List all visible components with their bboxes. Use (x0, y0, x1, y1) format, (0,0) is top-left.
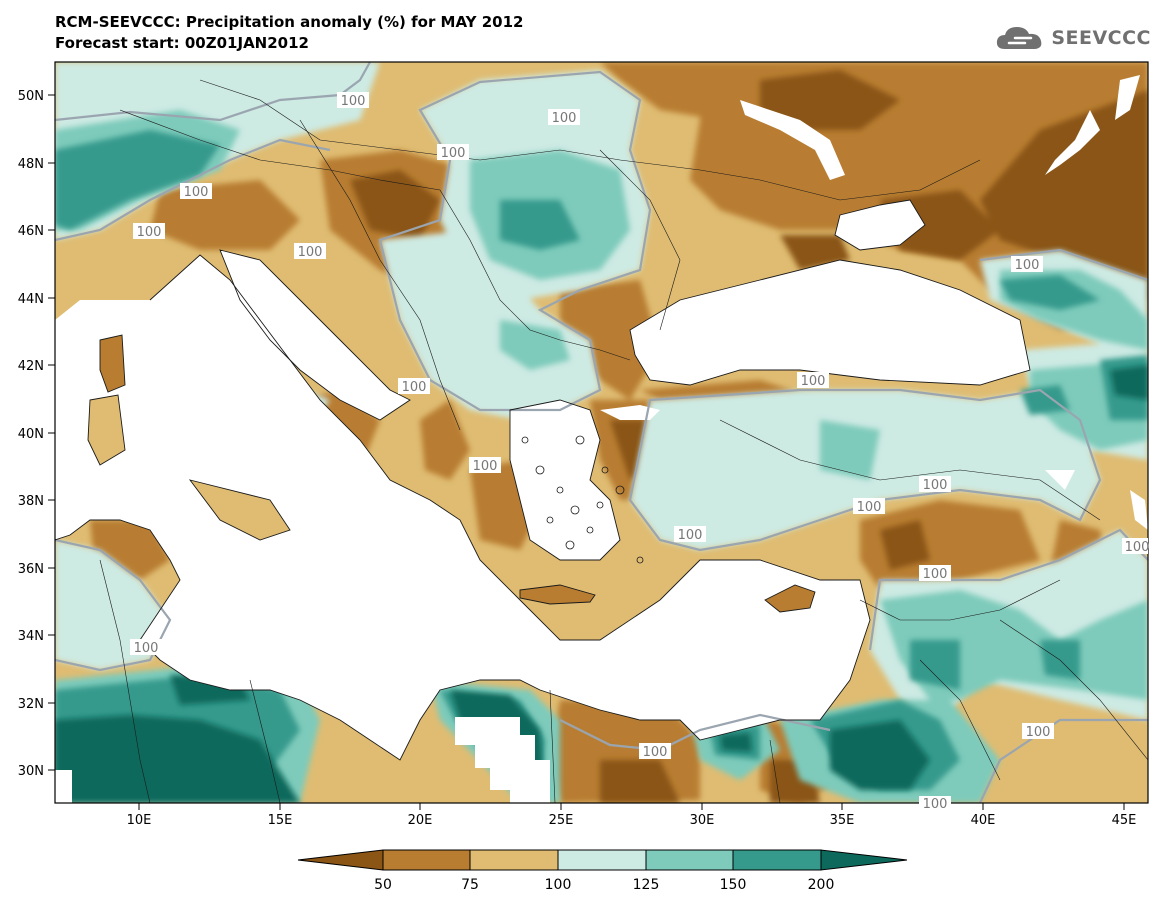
svg-text:100: 100 (801, 374, 826, 389)
contour-label: 100 (1022, 723, 1054, 740)
colorbar-segment (645, 849, 734, 871)
contour-label: 100 (337, 92, 369, 109)
contour-label: 100 (180, 183, 212, 200)
contour-label: 100 (548, 109, 580, 126)
longitude-axis: 10E 15E 20E 25E 30E 35E 40E 45E (127, 803, 1137, 828)
contour-label: 100 (469, 457, 501, 474)
contour-lines-100 (55, 62, 1148, 803)
svg-text:100: 100 (341, 94, 366, 109)
lat-label: 42N (18, 359, 44, 374)
lat-label: 44N (18, 292, 44, 307)
svg-text:100: 100 (857, 500, 882, 515)
colorbar-label: 125 (633, 877, 660, 893)
lon-label: 15E (268, 813, 293, 828)
lat-label: 34N (18, 629, 44, 644)
map-panel (55, 62, 1148, 803)
svg-text:100: 100 (184, 185, 209, 200)
lat-label: 46N (18, 224, 44, 239)
lon-label: 35E (830, 813, 855, 828)
contour-label: 100 (398, 378, 430, 395)
colorbar-label: 150 (720, 877, 747, 893)
colorbar: 50 75 100 125 150 200 (297, 849, 908, 893)
lon-label: 45E (1112, 813, 1137, 828)
contour-label: 100 (294, 243, 326, 260)
map-title: RCM-SEEVCCC: Precipitation anomaly (%) f… (55, 13, 524, 31)
colorbar-label: 75 (461, 877, 479, 893)
contour-label: 100 (797, 372, 829, 389)
colorbar-segment (557, 849, 647, 871)
forecast-start-label: Forecast start: 00Z01JAN2012 (55, 34, 309, 52)
contour-label: 100 (919, 565, 951, 582)
lon-label: 20E (408, 813, 433, 828)
contour-label: 100 (919, 796, 951, 812)
lat-label: 30N (18, 764, 44, 779)
contour-label: 100 (674, 526, 706, 543)
svg-text:100: 100 (923, 797, 948, 812)
contour-label: 100 (853, 498, 885, 515)
svg-text:100: 100 (643, 745, 668, 760)
missing-data-blocks (55, 75, 1148, 803)
aegean-islands (521, 435, 644, 564)
svg-text:100: 100 (1125, 540, 1150, 555)
colorbar-segment (820, 849, 908, 871)
contour-label: 100 (1122, 538, 1149, 555)
contour-labels: 100 100 100 100 100 100 100 100 100 100 … (130, 92, 1149, 812)
colorbar-segment (732, 849, 822, 871)
lon-label: 40E (971, 813, 996, 828)
svg-text:100: 100 (923, 567, 948, 582)
contour-label: 100 (639, 743, 671, 760)
svg-text:100: 100 (473, 459, 498, 474)
contour-label: 100 (133, 223, 165, 240)
extreme-wet-anomaly-areas (55, 365, 1148, 803)
svg-text:100: 100 (552, 111, 577, 126)
svg-text:100: 100 (134, 641, 159, 656)
colorbar-segment (382, 849, 471, 871)
lon-label: 30E (690, 813, 715, 828)
colorbar-label: 200 (808, 877, 835, 893)
svg-text:100: 100 (402, 380, 427, 395)
colorbar-segment (297, 849, 384, 871)
lon-label: 25E (549, 813, 574, 828)
cloud-icon (997, 27, 1042, 49)
colorbar-segment (469, 849, 559, 871)
logo-text: SEEVCCC (1051, 27, 1151, 49)
seas (55, 200, 1030, 760)
latitude-axis: 50N 48N 46N 44N 42N 40N 38N 36N 34N 32N … (18, 89, 55, 779)
contour-label: 100 (437, 144, 469, 161)
lat-label: 50N (18, 89, 44, 104)
svg-text:100: 100 (441, 146, 466, 161)
lon-label: 10E (127, 813, 152, 828)
contour-label: 100 (919, 476, 951, 493)
lat-label: 48N (18, 157, 44, 172)
svg-text:100: 100 (137, 225, 162, 240)
lat-label: 38N (18, 494, 44, 509)
svg-text:100: 100 (298, 245, 323, 260)
svg-text:100: 100 (1015, 258, 1040, 273)
lat-label: 40N (18, 427, 44, 442)
contour-label: 100 (1011, 256, 1043, 273)
svg-text:100: 100 (678, 528, 703, 543)
seevccc-logo: SEEVCCC (995, 24, 1151, 52)
contour-label: 100 (130, 639, 162, 656)
colorbar-label: 50 (374, 877, 392, 893)
lat-label: 32N (18, 697, 44, 712)
lat-label: 36N (18, 562, 44, 577)
colorbar-label: 100 (545, 877, 572, 893)
svg-text:100: 100 (923, 478, 948, 493)
svg-text:100: 100 (1026, 725, 1051, 740)
